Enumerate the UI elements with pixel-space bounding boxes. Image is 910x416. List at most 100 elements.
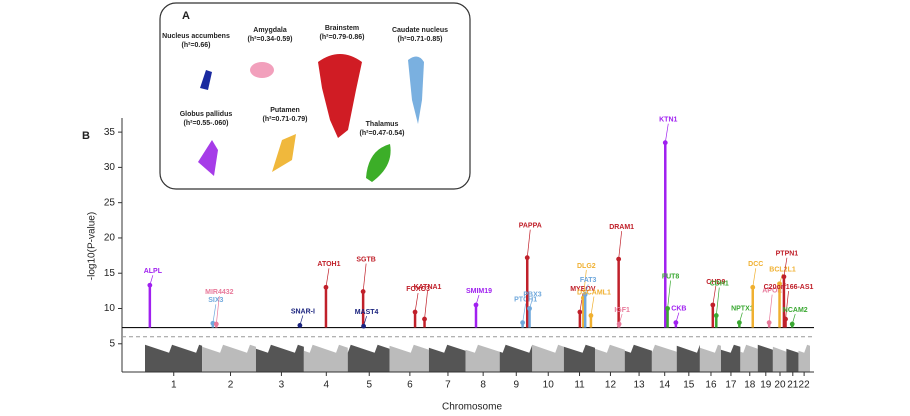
region-name: Caudate nucleus [392,27,448,34]
region-name: Globus pallidus [180,111,233,118]
region-name: Putamen [270,107,300,114]
chromosome-block [255,344,304,372]
peak-point [781,274,787,280]
y-tick-label: 25 [104,197,116,208]
region-h2: (h²=0.66) [182,42,211,49]
label-leader [526,229,531,258]
label-leader [667,280,671,309]
x-tick-label: 12 [605,380,617,391]
label-leader [712,285,717,306]
gene-label: FAT3 [580,277,597,284]
peak-point [577,309,583,315]
x-tick-label: 20 [774,380,786,391]
panel-label: A [182,10,190,22]
gene-label: DRAM1 [609,224,634,231]
chromosome-block [303,344,348,372]
region-h2: (h²=0.71-0.79) [263,116,308,123]
label-leader [739,312,743,323]
region-shape [200,70,212,90]
x-tick-label: 9 [513,380,519,391]
label-leader [215,295,220,325]
x-axis-title: Chromosome [442,402,502,413]
x-tick-label: 1 [171,380,177,391]
region-name: Nucleus accumbens [162,33,230,40]
label-leader [785,291,789,320]
label-leader [529,298,533,309]
gene-label: DLG2 [577,263,596,270]
label-leader [783,257,788,277]
label-leader [791,313,796,325]
y-tick-label: 20 [104,233,116,244]
label-leader [590,296,595,316]
gene-label: PTCH1 [514,296,537,303]
x-tick-label: 5 [366,380,372,391]
chromosome-block [720,344,741,372]
chromosome-block [740,344,758,372]
label-leader [618,313,623,325]
gene-label: SGTB [356,256,375,263]
x-tick-label: 3 [279,380,285,391]
peak-point [662,140,668,146]
x-tick-label: 8 [480,380,486,391]
gene-label: NCAM2 [783,307,808,314]
label-leader [414,292,419,313]
label-leader [363,316,367,327]
x-tick-label: 14 [659,380,671,391]
chromosome-block [594,344,625,372]
y-tick-label: 15 [104,268,116,279]
peak-point [527,306,532,311]
chromosome-block [347,344,390,372]
chromosome-block [772,346,787,372]
region-h2: (h²=0.55-.060) [184,120,229,127]
x-tick-label: 11 [574,380,585,391]
region-h2: (h²=0.34-0.59) [248,36,293,43]
inset-frame [159,2,471,190]
gene-label: CHD9 [706,279,725,286]
label-leader [362,263,367,292]
gene-label: IGF1 [614,307,630,314]
region-shape [408,56,424,124]
region-shape [318,54,362,138]
x-tick-label: 2 [228,380,234,391]
gene-label: ALPL [144,268,163,275]
label-leader [752,268,757,288]
chromosome-block [202,344,256,372]
x-tick-label: 17 [725,380,737,391]
gene-label: ATOH1 [317,261,340,268]
chromosome-block [465,344,500,372]
gene-label: KTN1 [659,117,677,124]
label-leader [768,294,773,323]
region-name: Brainstem [325,25,359,32]
panel-label: B [82,130,90,142]
chromosome-block [532,344,564,372]
gene-label: DSCAML1 [577,289,611,296]
region-h2: (h²=0.79-0.86) [320,34,365,41]
x-tick-label: 16 [705,380,717,391]
region-shape [198,140,218,176]
region-shape [250,62,274,78]
region-shape [366,144,391,182]
y-tick-label: 30 [104,162,116,173]
x-tick-label: 19 [760,380,772,391]
region-h2: (h²=0.71-0.85) [398,36,443,43]
chromosome-block [145,344,203,372]
peak-point [710,302,716,308]
region-shape [272,134,296,172]
chromosome-block [428,344,466,372]
y-tick-label: 10 [104,303,116,314]
y-tick-label: 35 [104,127,116,138]
gene-label: DCC [748,261,763,268]
chromosome-block [786,348,799,372]
gene-label: FUT8 [662,273,680,280]
chromosome-block [651,344,677,372]
x-tick-label: 6 [407,380,413,391]
label-leader [584,284,589,295]
gene-label: FOXO3 [406,286,430,293]
x-tick-label: 18 [744,380,756,391]
peak-point [777,281,782,287]
gene-label: APOE [762,287,782,294]
gene-label: KATNA1 [414,284,442,291]
gene-label: BCL2L1 [769,267,796,274]
gene-label: PAPPA [519,223,542,230]
